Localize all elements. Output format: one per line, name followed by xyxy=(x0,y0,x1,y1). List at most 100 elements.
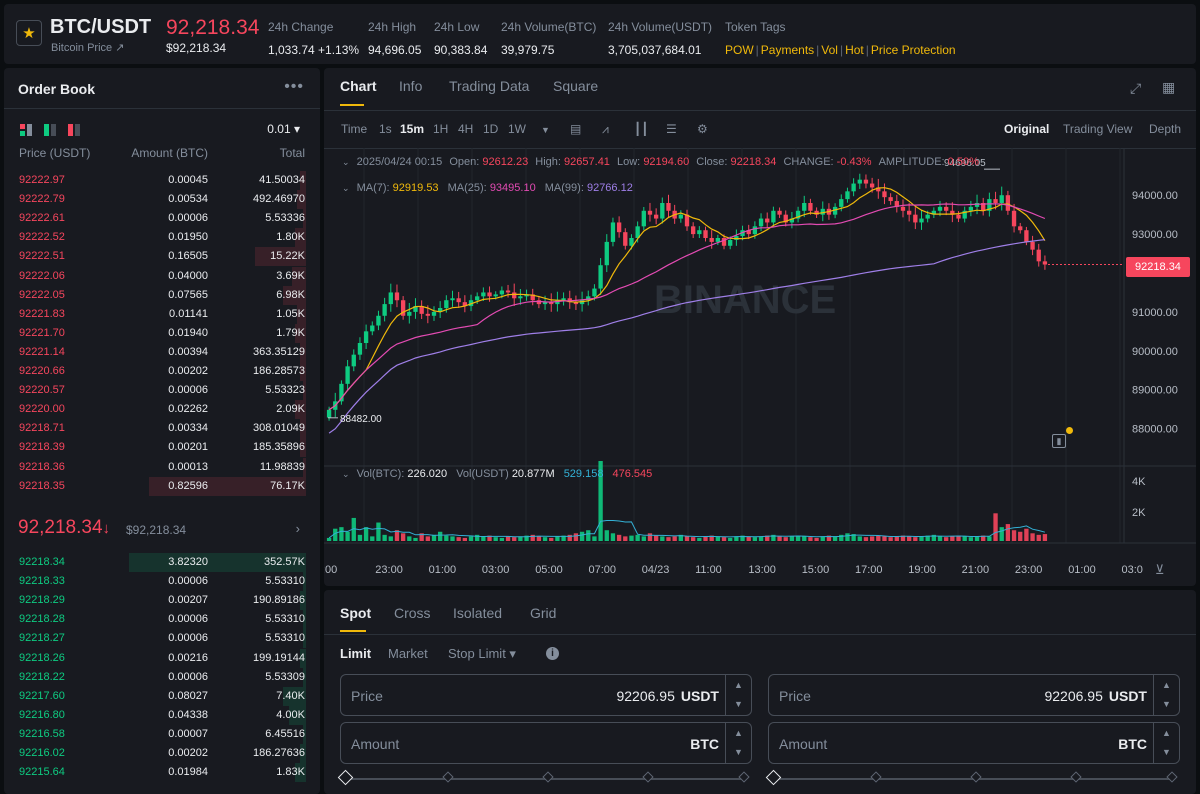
interval-15m[interactable]: 15m xyxy=(400,122,425,136)
ask-row[interactable]: 92222.61 0.00006 5.53336 xyxy=(4,209,320,229)
tab-trading-data[interactable]: Trading Data xyxy=(449,78,530,94)
ask-row[interactable]: 92221.83 0.01141 1.05K xyxy=(4,304,320,324)
total-cell: 1.80K xyxy=(276,231,305,244)
buy-price-field[interactable]: Price 92206.95 USDT ▲ ▼ xyxy=(340,674,752,716)
tag-item[interactable]: Payments xyxy=(760,43,815,57)
ask-row[interactable]: 92221.14 0.00394 363.35129 xyxy=(4,342,320,362)
bid-row[interactable]: 92218.33 0.00006 5.53310 xyxy=(4,572,320,592)
ask-row[interactable]: 92222.51 0.16505 15.22K xyxy=(4,247,320,267)
calendar-icon[interactable]: ▤ xyxy=(570,122,582,136)
ask-row[interactable]: 92222.97 0.00045 41.50034 xyxy=(4,171,320,190)
indicator-icon[interactable]: ⩘ xyxy=(602,122,609,136)
ask-row[interactable]: 92222.05 0.07565 6.98K xyxy=(4,285,320,305)
book-both-icon[interactable] xyxy=(20,124,32,136)
book-asks-icon[interactable] xyxy=(68,124,80,136)
interval-1w[interactable]: 1W xyxy=(508,122,526,136)
pair-subtitle-link[interactable]: Bitcoin Price ↗ xyxy=(51,42,125,54)
tag-item[interactable]: POW xyxy=(725,43,754,57)
alert-icon[interactable]: ▮ xyxy=(1052,434,1066,448)
x-tick-label: 21:00 xyxy=(962,564,990,576)
total-cell: 5.53309 xyxy=(265,670,305,683)
info-icon[interactable]: i xyxy=(546,647,559,660)
bid-row[interactable]: 92215.64 0.01984 1.83K xyxy=(4,763,320,783)
bid-row[interactable]: 92218.27 0.00006 5.53310 xyxy=(4,629,320,649)
pair-title[interactable]: BTC/USDT xyxy=(50,16,152,38)
tick-size-select[interactable]: 0.01 ▾ xyxy=(267,122,300,136)
order-type-market[interactable]: Market xyxy=(388,646,428,661)
ask-row[interactable]: 92222.06 0.04000 3.69K xyxy=(4,266,320,286)
ask-row[interactable]: 92222.52 0.01950 1.80K xyxy=(4,228,320,248)
ask-row[interactable]: 92220.00 0.02262 2.09K xyxy=(4,400,320,420)
bid-row[interactable]: 92217.60 0.08027 7.40K xyxy=(4,686,320,706)
tab-isolated[interactable]: Isolated xyxy=(453,605,503,621)
view-depth[interactable]: Depth xyxy=(1149,122,1182,136)
tag-item[interactable]: Vol xyxy=(821,43,838,57)
expand-icon[interactable]: ⤢ xyxy=(1130,80,1142,96)
tab-spot[interactable]: Spot xyxy=(340,605,372,621)
order-type-stop-limit[interactable]: Stop Limit ▾ xyxy=(448,646,516,661)
candle-body xyxy=(814,210,819,215)
scale-toggle-icon[interactable]: ⊻ xyxy=(1155,562,1165,577)
ask-row[interactable]: 92218.71 0.00334 308.01049 xyxy=(4,419,320,439)
y-tick-label: 88000.00 xyxy=(1132,424,1178,436)
interval-1h[interactable]: 1H xyxy=(433,122,449,136)
candle-type-icon[interactable]: ┃┃ xyxy=(634,122,649,136)
amount-stepper[interactable]: ▲ ▼ xyxy=(725,723,751,763)
bid-row[interactable]: 92218.22 0.00006 5.53309 xyxy=(4,667,320,687)
more-intervals-chevron-icon[interactable]: ▼ xyxy=(541,125,550,135)
more-options-icon[interactable]: ••• xyxy=(284,78,304,95)
favorite-star-icon[interactable]: ★ xyxy=(16,20,42,46)
order-type-limit[interactable]: Limit xyxy=(340,646,372,661)
price-cell: 92220.57 xyxy=(19,384,65,397)
tab-chart[interactable]: Chart xyxy=(340,78,377,94)
depth-bar xyxy=(303,724,306,744)
view-tradingview[interactable]: Trading View xyxy=(1063,122,1133,136)
volume-bar xyxy=(419,533,424,541)
buy-amount-slider[interactable] xyxy=(337,769,750,786)
bid-row[interactable]: 92216.02 0.00202 186.27636 xyxy=(4,744,320,763)
ask-row[interactable]: 92222.79 0.00534 492.46970 xyxy=(4,190,320,210)
bid-row[interactable]: 92218.34 3.82320 352.57K xyxy=(4,553,320,572)
ask-row[interactable]: 92220.57 0.00006 5.53323 xyxy=(4,381,320,401)
ask-row[interactable]: 92221.70 0.01940 1.79K xyxy=(4,323,320,343)
interval-1d[interactable]: 1D xyxy=(483,122,499,136)
tab-grid[interactable]: Grid xyxy=(530,605,557,621)
sell-amount-field[interactable]: Amount BTC ▲ ▼ xyxy=(768,722,1180,764)
amount-stepper[interactable]: ▲ ▼ xyxy=(1153,723,1179,763)
stat-24h-volume-btc: 24h Volume(BTC) 39,979.75 xyxy=(501,20,597,57)
tab-square[interactable]: Square xyxy=(553,78,599,94)
sell-price-field[interactable]: Price 92206.95 USDT ▲ ▼ xyxy=(768,674,1180,716)
interval-1s[interactable]: 1s xyxy=(379,122,392,136)
price-stepper[interactable]: ▲ ▼ xyxy=(725,675,751,715)
tag-item[interactable]: Price Protection xyxy=(870,43,956,57)
candle-body xyxy=(746,230,751,235)
interval-4h[interactable]: 4H xyxy=(458,122,474,136)
ask-row[interactable]: 92218.36 0.00013 11.98839 xyxy=(4,457,320,477)
bid-row[interactable]: 92216.58 0.00007 6.45516 xyxy=(4,724,320,744)
interval-time[interactable]: Time xyxy=(341,122,368,136)
ask-row[interactable]: 92218.39 0.00201 185.35896 xyxy=(4,438,320,458)
amount-cell: 0.08027 xyxy=(168,689,208,702)
ask-row[interactable]: 92218.35 0.82596 76.17K xyxy=(4,476,320,496)
display-settings-icon[interactable]: ☰ xyxy=(666,122,677,136)
book-bids-icon[interactable] xyxy=(44,124,56,136)
ask-row[interactable]: 92220.66 0.00202 186.28573 xyxy=(4,362,320,381)
layout-icon[interactable]: ▦ xyxy=(1162,79,1176,95)
tab-cross[interactable]: Cross xyxy=(394,605,431,621)
total-cell: 186.28573 xyxy=(253,365,305,377)
buy-amount-field[interactable]: Amount BTC ▲ ▼ xyxy=(340,722,752,764)
bid-row[interactable]: 92218.29 0.00207 190.89186 xyxy=(4,591,320,611)
bid-row[interactable]: 92218.28 0.00006 5.53310 xyxy=(4,610,320,630)
sell-amount-slider[interactable] xyxy=(765,769,1178,786)
tag-item[interactable]: Hot xyxy=(845,43,864,57)
bid-row[interactable]: 92216.80 0.04338 4.00K xyxy=(4,705,320,725)
chevron-right-icon[interactable]: › xyxy=(295,521,300,536)
price-chart[interactable]: BINANCE 94000.00 93000.00 91000.00 90000.00 8… xyxy=(324,148,1196,586)
settings-gear-icon[interactable]: ⚙ xyxy=(697,122,708,136)
tab-info[interactable]: Info xyxy=(399,78,423,94)
volume-bar xyxy=(863,537,869,541)
price-stepper[interactable]: ▲ ▼ xyxy=(1153,675,1179,715)
view-original[interactable]: Original xyxy=(1004,122,1050,136)
candle-body xyxy=(728,239,733,246)
bid-row[interactable]: 92218.26 0.00216 199.19144 xyxy=(4,648,320,668)
